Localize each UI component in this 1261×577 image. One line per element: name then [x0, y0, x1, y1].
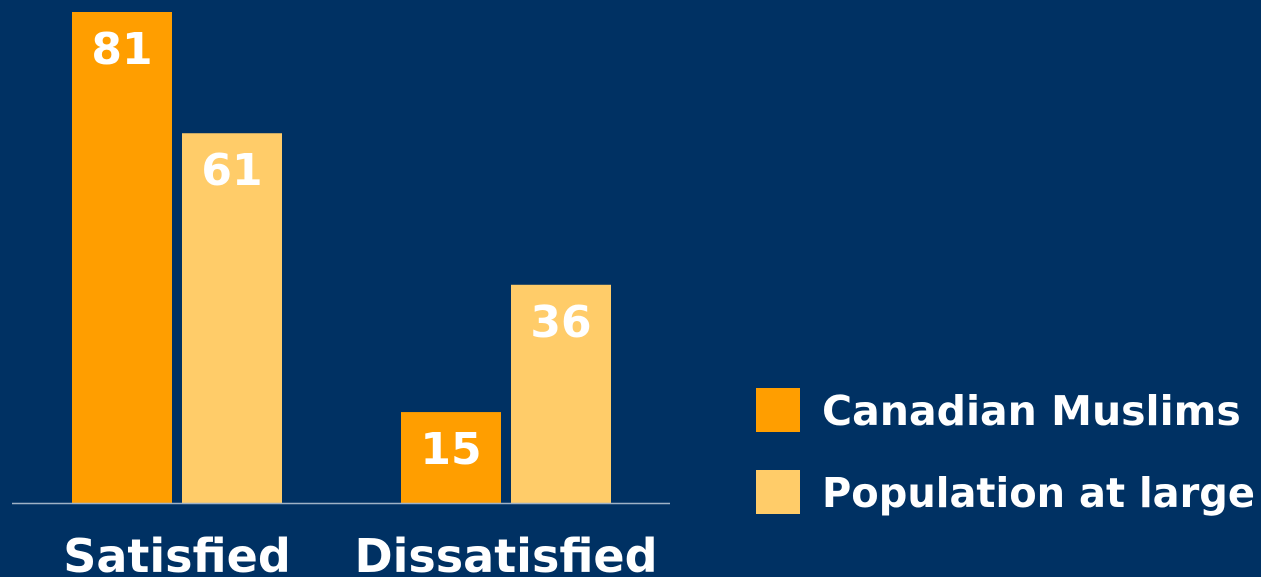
legend-swatch-canadian-muslims	[756, 388, 800, 432]
data-label-satisfied-canadian-muslims: 81	[91, 24, 152, 75]
bar-satisfied-canadian-muslims	[72, 12, 172, 503]
category-label-dissatisfied: Dissatisfied	[354, 529, 657, 577]
bar-dissatisfied-canadian-muslims	[401, 412, 501, 503]
category-label-satisfied: Satisfied	[63, 529, 291, 577]
data-label-satisfied-population-at-large: 61	[201, 145, 262, 196]
legend-label-population-at-large: Population at large	[822, 469, 1255, 517]
bars-group	[72, 12, 611, 504]
data-label-dissatisfied-population-at-large: 36	[530, 297, 591, 348]
category-labels-group: Satisfied Dissatisfied	[63, 529, 657, 577]
legend: Canadian Muslims Population at large	[756, 387, 1255, 517]
bar-dissatisfied-population-at-large	[511, 284, 611, 503]
legend-label-canadian-muslims: Canadian Muslims	[822, 387, 1241, 435]
legend-swatch-population-at-large	[756, 470, 800, 514]
bar-satisfied-population-at-large	[182, 133, 282, 504]
data-label-dissatisfied-canadian-muslims: 15	[420, 424, 481, 475]
data-labels-group: 81 61 15 36	[91, 24, 591, 475]
